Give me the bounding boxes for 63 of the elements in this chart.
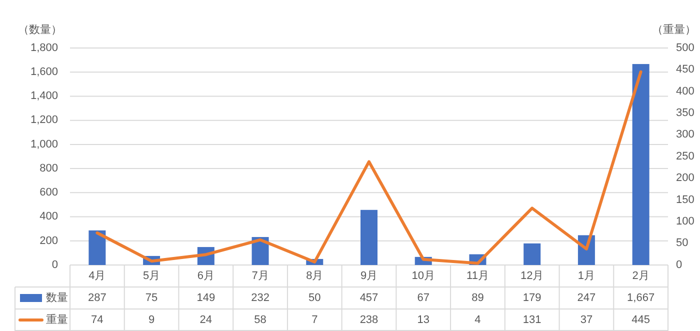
data-label: 149 [196, 292, 216, 304]
x-tick-label: 7月 [252, 270, 269, 282]
line-series [96, 70, 642, 265]
data-label: 9 [148, 314, 155, 326]
data-label: 13 [417, 314, 430, 326]
y-tick-label: 200 [40, 234, 58, 247]
data-label: 89 [472, 292, 484, 304]
y-tick-label: 1,200 [30, 114, 58, 126]
y-tick-label: 400 [40, 210, 58, 223]
x-tick-label: 12月 [520, 270, 544, 282]
y2-tick-label: 200 [676, 172, 694, 184]
data-label: 445 [632, 314, 650, 326]
data-label: 238 [360, 314, 378, 326]
y2-tick-label: 50 [676, 237, 688, 250]
y2-tick-label: 400 [676, 85, 694, 98]
data-label: 457 [360, 292, 378, 304]
y2-tick-label: 300 [676, 128, 694, 141]
y-tick-label: 600 [40, 186, 58, 199]
y2-tick-label: 350 [676, 107, 694, 120]
data-label: 37 [580, 314, 593, 326]
data-label: 247 [577, 292, 596, 304]
x-tick-label: 4月 [88, 270, 106, 282]
y-tick-label: 1,400 [30, 90, 58, 102]
x-tick-label: 10月 [412, 270, 435, 282]
bar [524, 243, 541, 265]
data-label: 232 [251, 292, 270, 304]
x-tick-label: 8月 [306, 270, 324, 282]
data-label: 67 [417, 292, 430, 304]
data-label: 74 [91, 314, 104, 326]
data-label: 75 [145, 292, 158, 304]
data-label: 287 [88, 292, 106, 304]
data-label: 4 [474, 314, 481, 326]
x-tick-label: 2月 [632, 270, 650, 282]
y-tick-label: 1,800 [30, 42, 58, 54]
bar [360, 210, 378, 265]
y-tick-label: 0 [52, 258, 58, 271]
y2-tick-label: 450 [676, 64, 694, 76]
y-tick-label: 1,600 [30, 66, 58, 78]
y2-axis-title: （重量） [652, 22, 696, 36]
y-tick-label: 1,000 [30, 138, 58, 150]
y-tick-label: 800 [40, 162, 58, 174]
data-label: 24 [200, 314, 212, 326]
y-axis-title: （数量） [18, 24, 62, 36]
legend-label: 数量 [46, 292, 68, 304]
y2-tick-label: 0 [676, 258, 682, 271]
bar [632, 64, 650, 265]
x-tick-label: 1月 [578, 270, 596, 282]
legend-label: 重量 [46, 312, 68, 326]
x-tick-label: 5月 [142, 270, 160, 282]
data-label: 50 [308, 292, 321, 304]
y2-tick-label: 150 [676, 194, 694, 206]
data-label: 58 [254, 314, 266, 326]
y2-tick-label: 500 [676, 42, 694, 54]
x-tick-label: 6月 [197, 270, 214, 282]
data-label: 7 [312, 314, 318, 326]
y2-tick-label: 100 [676, 216, 694, 228]
data-label: 131 [522, 314, 542, 326]
data-label: 179 [522, 292, 542, 304]
x-tick-label: 9月 [360, 270, 378, 282]
bar [88, 230, 106, 265]
data-label: 1,667 [627, 292, 655, 304]
x-tick-label: 11月 [466, 270, 489, 282]
y2-tick-label: 250 [676, 150, 694, 162]
